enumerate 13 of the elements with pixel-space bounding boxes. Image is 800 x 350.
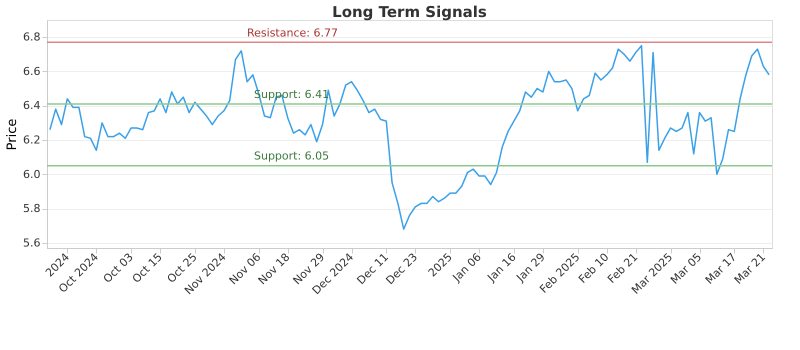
line-series <box>49 44 770 230</box>
y-tick-label: 6.8 <box>23 30 40 44</box>
y-tick-label: 6.6 <box>23 64 40 78</box>
ref-line-label: Support: 6.05 <box>254 150 330 163</box>
ref-line-label: Resistance: 6.77 <box>247 26 338 40</box>
y-tick-label: 5.8 <box>23 202 40 216</box>
y-tick-label: 6.0 <box>23 168 40 181</box>
y-axis-title: Price <box>5 118 20 150</box>
x-tick-label: Jan 06 <box>450 250 484 285</box>
y-tick-label: 5.6 <box>23 236 40 250</box>
chart-title: Long Term Signals <box>332 3 487 21</box>
y-tick-label: 6.2 <box>23 134 40 146</box>
y-tick-label: 6.4 <box>23 99 40 112</box>
